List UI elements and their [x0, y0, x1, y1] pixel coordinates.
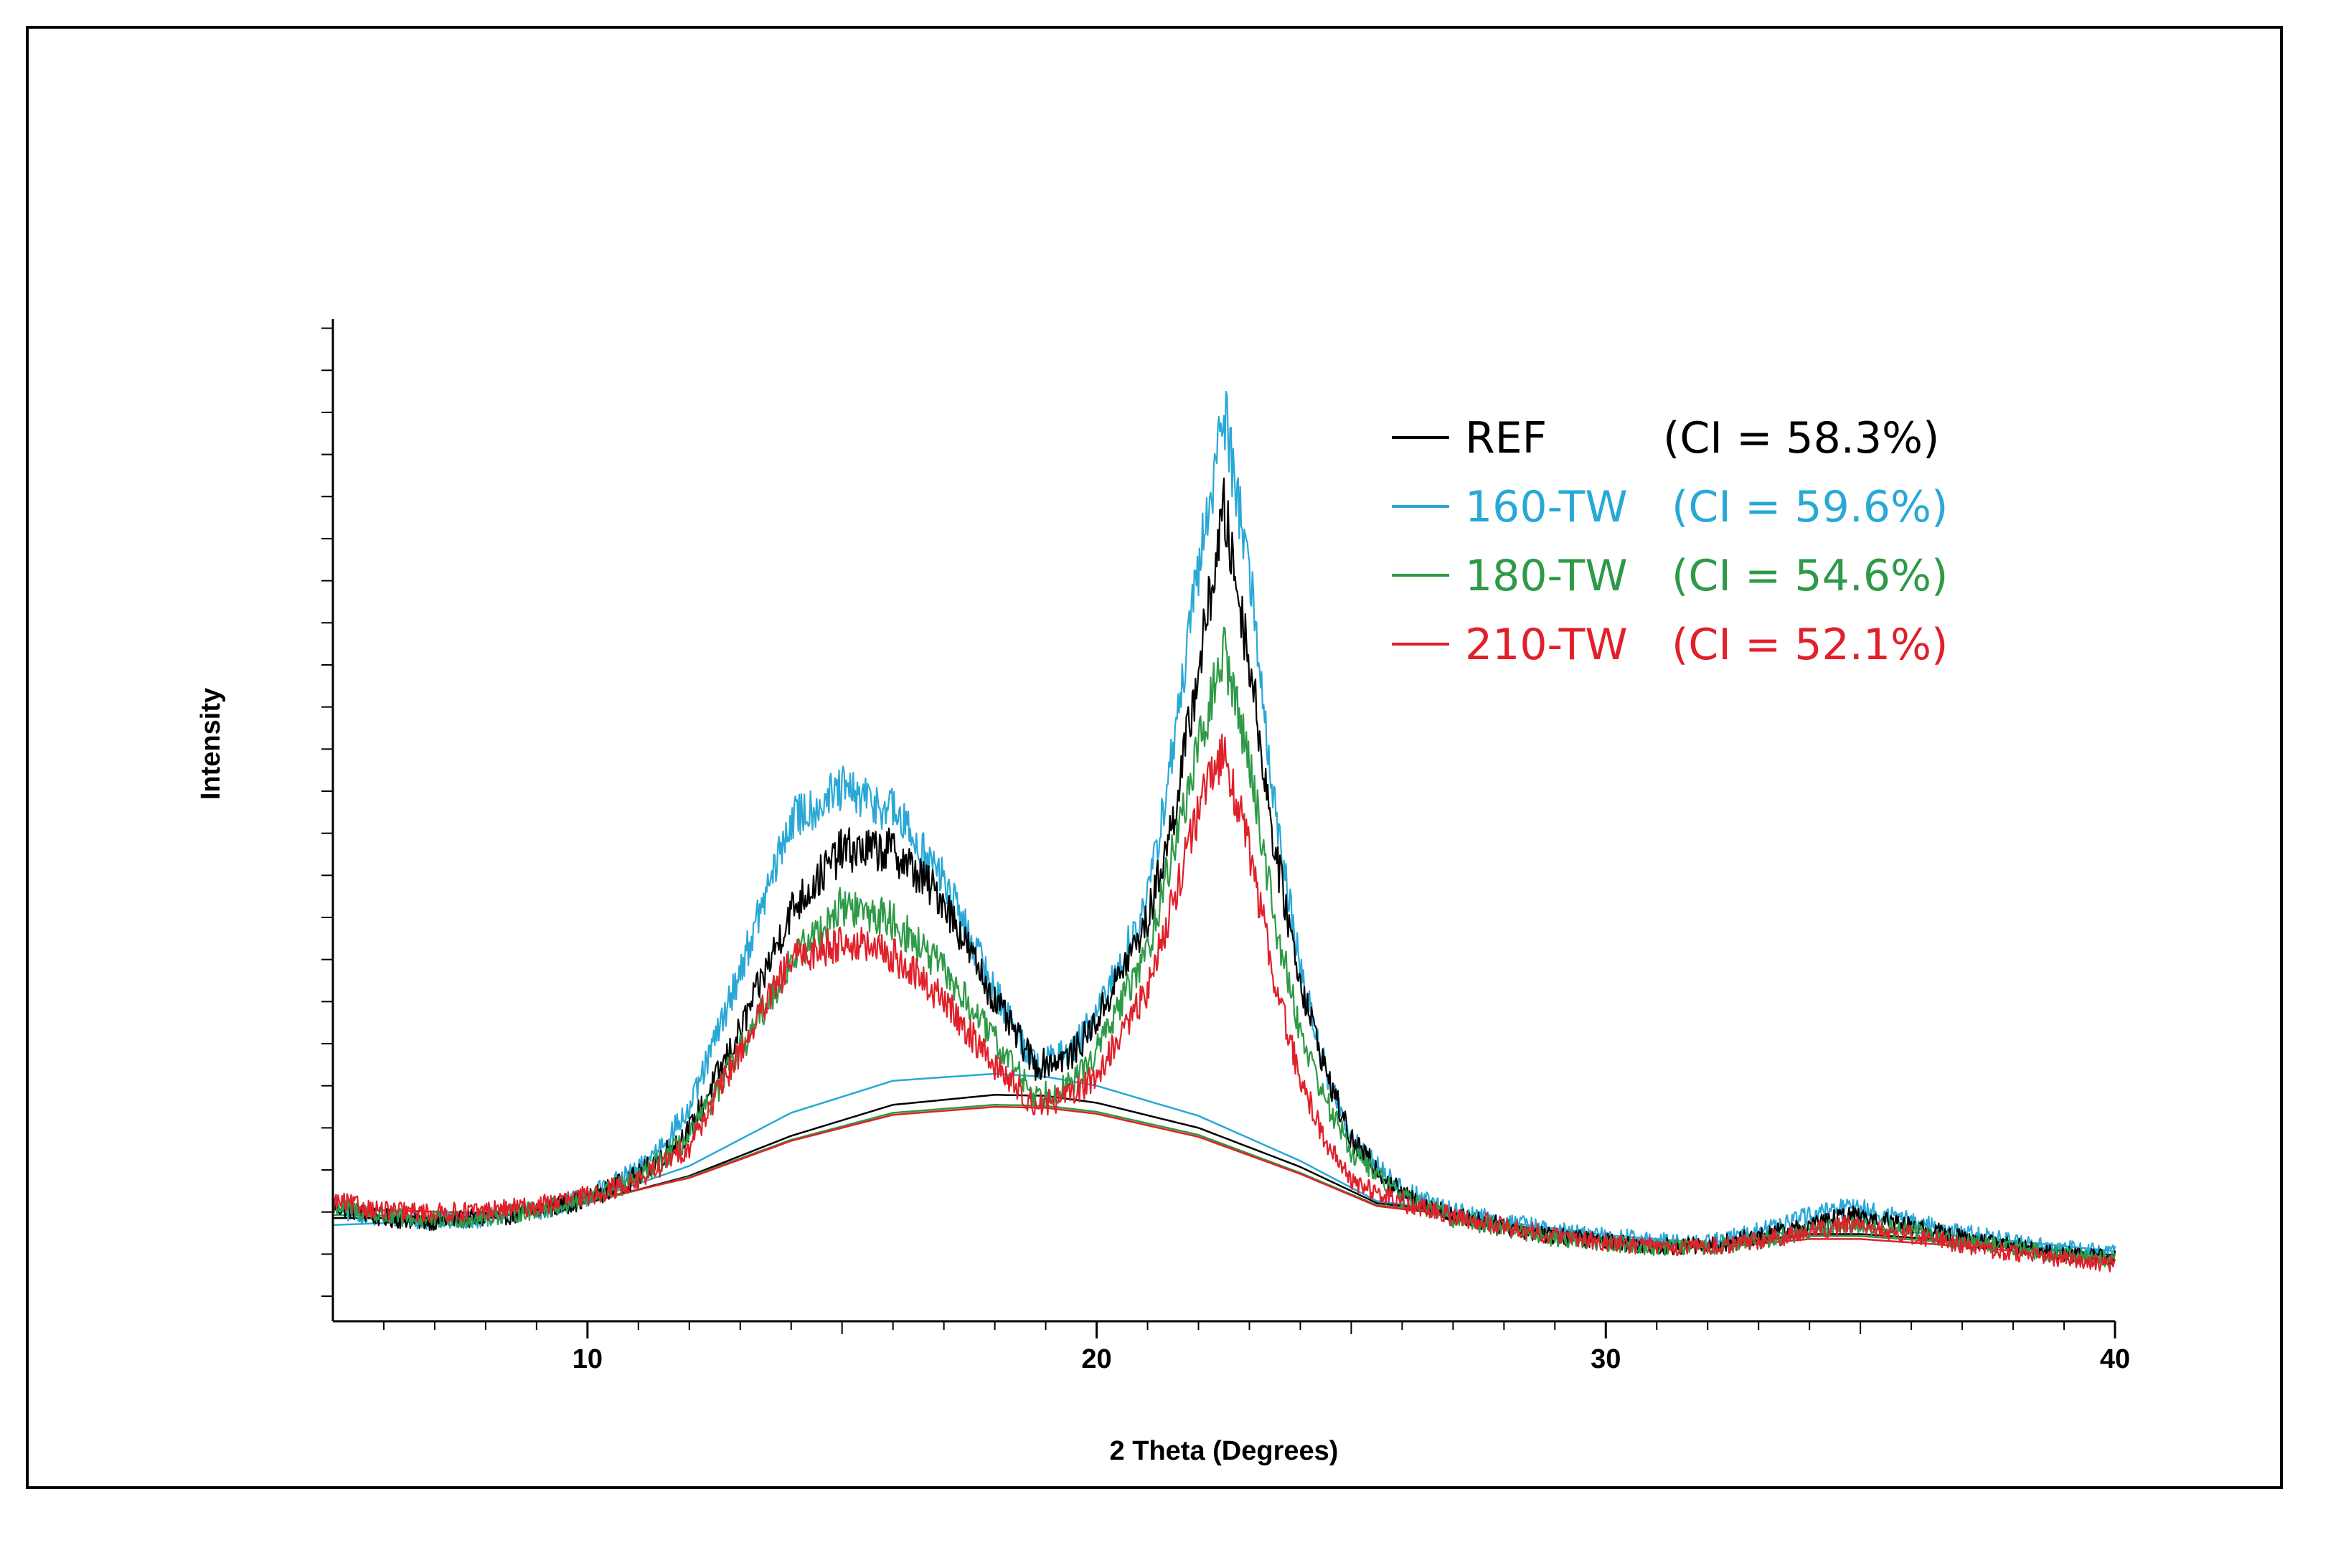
- legend-label-160-tw: 160-TW: [1465, 482, 1628, 532]
- series-210-tw: [331, 733, 2116, 1272]
- baseline-210-tw: [332, 1105, 2116, 1262]
- legend: REF (CI = 58.3%) 160-TW (CI = 59.6%) 180-TW (…: [1392, 413, 1948, 670]
- y-minor-ticks: [321, 327, 333, 1298]
- figure-frame: [26, 26, 2283, 1489]
- legend-label-210-tw: 210-TW: [1465, 620, 1628, 670]
- series-180-tw: [332, 626, 2116, 1267]
- legend-label-ref: REF: [1465, 413, 1547, 463]
- axes: 10 20 30 40: [321, 319, 2130, 1374]
- legend-ci-180-tw: (CI = 54.6%): [1672, 551, 1948, 601]
- x-tick-label: 30: [1591, 1344, 1621, 1374]
- legend-ci-ref: (CI = 58.3%): [1663, 413, 1939, 463]
- x-ticks: 10 20 30 40: [382, 1321, 2130, 1374]
- x-tick-label: 10: [573, 1344, 603, 1374]
- x-tick-label: 20: [1081, 1344, 1111, 1374]
- y-axis-title: Intensity: [196, 688, 226, 800]
- data-series: [331, 390, 2116, 1272]
- x-axis-title: 2 Theta (Degrees): [1110, 1436, 1339, 1466]
- legend-ci-210-tw: (CI = 52.1%): [1672, 620, 1948, 670]
- legend-label-180-tw: 180-TW: [1465, 551, 1628, 601]
- legend-ci-160-tw: (CI = 59.6%): [1672, 482, 1948, 532]
- x-tick-label: 40: [2100, 1344, 2130, 1374]
